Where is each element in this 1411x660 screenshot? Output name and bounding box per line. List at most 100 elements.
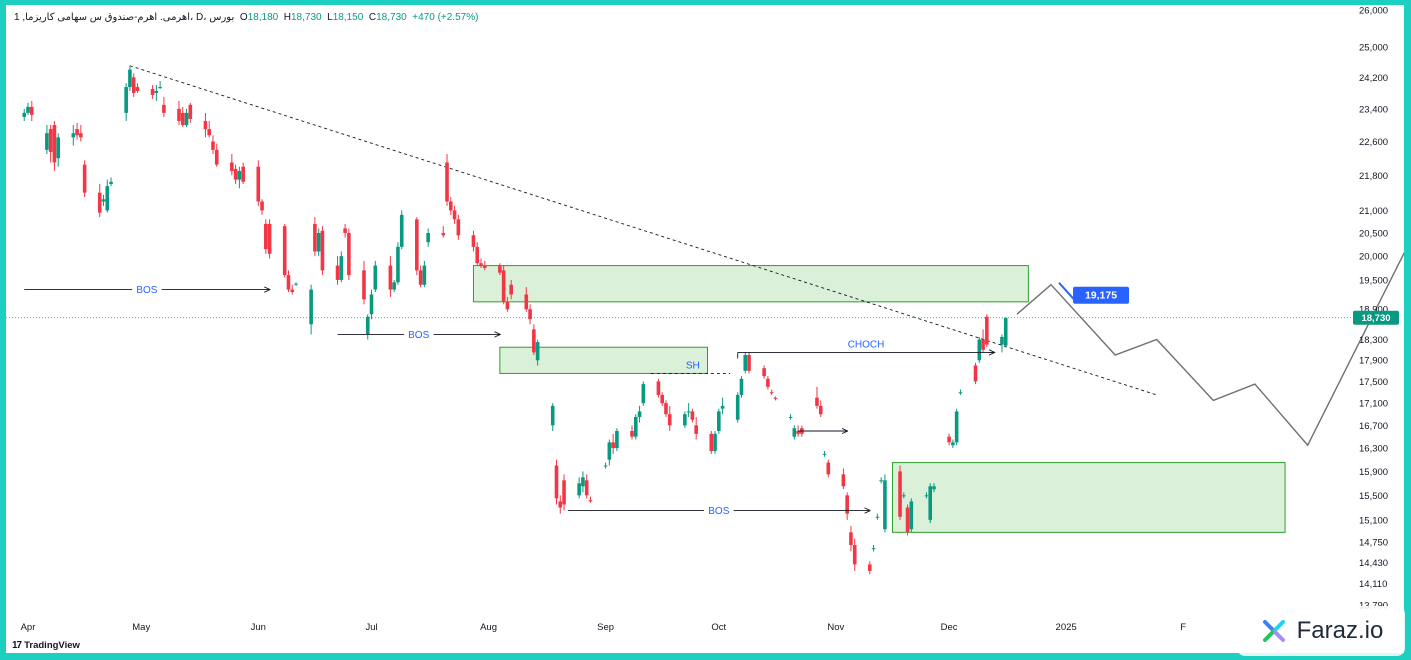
- x-tick-label-0: Apr: [21, 622, 36, 633]
- candle-48: [339, 251, 344, 283]
- candle-body: [343, 228, 347, 233]
- candle-4: [48, 125, 53, 163]
- candle-99: [667, 405, 672, 431]
- candle-body: [822, 453, 827, 455]
- candle-body: [1000, 336, 1004, 345]
- candle-115: [773, 396, 778, 401]
- candle-38: [267, 219, 272, 259]
- candle-104: [709, 430, 714, 454]
- candle-107: [720, 397, 725, 415]
- candle-74: [505, 296, 510, 312]
- candle-body: [48, 129, 53, 152]
- candle-16: [128, 65, 132, 91]
- annotation-label: BOS: [708, 506, 729, 517]
- tradingview-icon: 17: [12, 640, 22, 651]
- candle-137: [924, 492, 929, 499]
- candle-body: [641, 384, 646, 404]
- legend-low: 18,150: [332, 12, 364, 23]
- candle-body: [766, 378, 770, 387]
- candle-12: [101, 194, 106, 206]
- candle-13: [105, 179, 110, 213]
- candle-71: [482, 260, 487, 271]
- candle-141: [951, 439, 955, 449]
- x-tick-label-8: Dec: [941, 622, 958, 633]
- candle-143: [958, 389, 963, 395]
- candle-body: [909, 501, 914, 530]
- zone-1: [499, 346, 708, 374]
- candle-109: [739, 376, 744, 398]
- y-tick-label-4: 22,600: [1359, 137, 1388, 148]
- candle-body: [615, 430, 619, 449]
- candlestick-chart[interactable]: BOS BOS BOS CHOCH SH 19,175 26,000 25,000 24,2…: [6, 5, 1404, 653]
- candle-body: [773, 397, 778, 399]
- candle-144: [973, 362, 978, 385]
- candle-body: [309, 289, 313, 325]
- candle-26: [188, 102, 193, 123]
- x-tick-label-1: May: [132, 622, 150, 633]
- candle-body: [347, 232, 351, 276]
- candle-body: [562, 480, 566, 505]
- candle-body: [471, 235, 476, 247]
- candle-body: [977, 339, 982, 361]
- candle-47: [335, 256, 340, 285]
- candle-body: [415, 219, 419, 271]
- candle-88: [603, 462, 608, 469]
- y-tick-label-0: 26,000: [1359, 6, 1388, 17]
- candle-body: [818, 405, 823, 415]
- candle-body: [762, 368, 766, 377]
- candle-body: [282, 226, 287, 276]
- candle-122: [822, 450, 827, 457]
- y-tick-label-9: 19,500: [1359, 275, 1388, 286]
- candle-130: [875, 513, 880, 520]
- candle-23: [177, 100, 181, 126]
- candle-70: [479, 258, 483, 268]
- candle-77: [528, 304, 532, 325]
- y-tick-label-16: 16,300: [1359, 444, 1388, 455]
- candle-39: [282, 223, 287, 278]
- candle-126: [849, 526, 853, 552]
- candle-body: [71, 133, 76, 138]
- candle-11: [97, 183, 102, 218]
- candle-body: [456, 219, 461, 236]
- annotation-label: CHOCH: [848, 339, 885, 350]
- candle-90: [611, 433, 615, 454]
- candle-body: [694, 425, 698, 434]
- candle-81: [554, 459, 559, 505]
- y-tick-label-11: 18,300: [1359, 335, 1388, 346]
- candle-87: [588, 496, 593, 503]
- candle-body: [868, 564, 872, 571]
- candle-127: [852, 538, 857, 571]
- candle-136: [909, 498, 914, 533]
- candle-body: [286, 275, 291, 290]
- legend-open-label: O: [239, 12, 248, 23]
- y-tick-label-6: 21,000: [1359, 206, 1388, 217]
- candle-9: [79, 125, 83, 142]
- candle-110: [743, 352, 748, 374]
- candle-24: [180, 106, 185, 128]
- annotation-0: BOS: [24, 285, 269, 296]
- candle-21: [158, 81, 162, 90]
- candle-body: [335, 265, 340, 280]
- candle-41: [290, 284, 295, 295]
- x-tick-label-5: Sep: [597, 622, 614, 633]
- candle-8: [75, 122, 79, 140]
- candle-68: [471, 230, 476, 252]
- candle-body: [158, 87, 162, 89]
- candle-72: [498, 263, 502, 276]
- y-tick-label-2: 24,200: [1359, 73, 1388, 84]
- candle-body: [22, 112, 27, 117]
- candle-5: [52, 120, 57, 172]
- candle-145: [977, 336, 982, 363]
- candle-body: [177, 108, 181, 121]
- candle-body: [482, 265, 487, 268]
- candle-body: [958, 392, 963, 394]
- candle-body: [928, 486, 933, 520]
- tradingview-logo[interactable]: 17 TradingView: [12, 640, 80, 651]
- candle-17: [131, 73, 136, 97]
- candle-133: [898, 465, 902, 520]
- candle-36: [260, 199, 264, 215]
- y-tick-label-5: 21,800: [1359, 171, 1388, 182]
- candle-46: [320, 226, 325, 276]
- candle-body: [951, 442, 955, 446]
- candle-82: [558, 495, 563, 514]
